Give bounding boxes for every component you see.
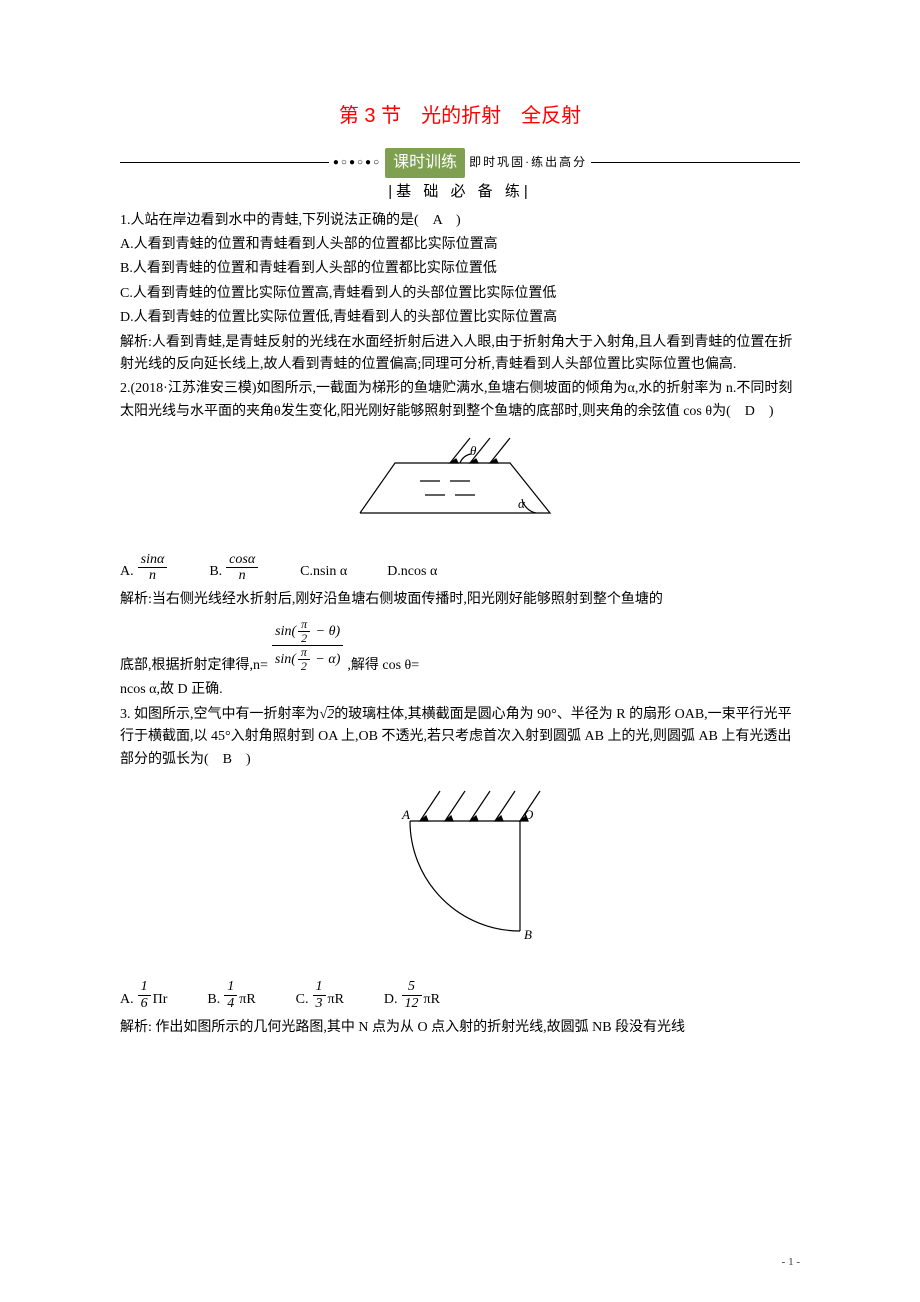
text: 3. 如图所示,空气中有一折射率为	[120, 707, 320, 722]
svg-text:θ: θ	[470, 443, 477, 458]
q2-answer-1: 解析:当右侧光线经水折射后,刚好沿鱼塘右侧坡面传播时,阳光刚好能够照射到整个鱼塘…	[120, 589, 800, 611]
q1-opt-a: A.人看到青蛙的位置和青蛙看到人头部的位置都比实际位置高	[120, 234, 800, 256]
section-heading: |基 础 必 备 练|	[120, 180, 800, 204]
suffix: Πr	[153, 989, 168, 1011]
page-title: 第 3 节 光的折射 全反射	[120, 100, 800, 132]
denominator: n	[226, 568, 258, 583]
label-a: A	[401, 807, 410, 822]
text: ,解得 cos θ=	[347, 655, 419, 677]
fraction: cosα n	[226, 552, 258, 584]
q2-opt-c: C.nsin α	[300, 561, 347, 583]
opt-label: A.	[120, 989, 134, 1011]
opt-label: B.	[207, 989, 220, 1011]
numerator: 5	[402, 979, 422, 995]
q3-opt-a: A. 1 6 Πr	[120, 979, 167, 1011]
q1-stem: 1.人站在岸边看到水中的青蛙,下列说法正确的是( A )	[120, 210, 800, 232]
suffix: πR	[328, 989, 344, 1011]
banner-line-right	[591, 162, 800, 163]
q1-opt-d: D.人看到青蛙的位置比实际位置低,青蛙看到人的头部位置比实际位置高	[120, 307, 800, 329]
label-b: B	[524, 927, 532, 942]
banner: ●○●○●○ 课时训练 即时巩固·练出高分	[120, 148, 800, 178]
q3-stem: 3. 如图所示,空气中有一折射率为√2的玻璃柱体,其横截面是圆心角为 90°、半…	[120, 704, 800, 771]
denominator: 6	[138, 996, 151, 1011]
denominator: 4	[224, 996, 237, 1011]
fraction: 1 6	[138, 979, 151, 1011]
banner-line-left	[120, 162, 329, 163]
opt-label: A.	[120, 561, 134, 583]
numerator: 1	[224, 979, 237, 995]
denominator: 12	[402, 996, 422, 1011]
fraction: sin(π2 − θ) sin(π2 − α)	[272, 618, 343, 674]
denominator: 3	[313, 996, 326, 1011]
q3-opt-c: C. 1 3 πR	[296, 979, 344, 1011]
denominator: n	[138, 568, 168, 583]
q2-options: A. sinα n B. cosα n C.nsin α D.ncos α	[120, 552, 800, 584]
opt-label: B.	[209, 561, 222, 583]
q3-answer: 解析: 作出如图所示的几何光路图,其中 N 点为从 O 点入射的折射光线,故圆弧…	[120, 1017, 800, 1039]
label-o: O	[524, 807, 534, 822]
suffix: πR	[239, 989, 255, 1011]
q3-opt-b: B. 1 4 πR	[207, 979, 255, 1011]
banner-box: 课时训练	[385, 148, 465, 178]
q2-opt-d: D.ncos α	[387, 561, 437, 583]
fraction: sinα n	[138, 552, 168, 584]
q2-opt-b: B. cosα n	[209, 552, 260, 584]
suffix: πR	[424, 989, 440, 1011]
q2-answer-3: ncos α,故 D 正确.	[120, 679, 800, 701]
page-number: - 1 -	[782, 1254, 800, 1272]
numerator: 1	[313, 979, 326, 995]
sqrt2: √2	[320, 707, 335, 722]
q2-opt-a: A. sinα n	[120, 552, 169, 584]
q2-stem: 2.(2018·江苏淮安三模)如图所示,一截面为梯形的鱼塘贮满水,鱼塘右侧坡面的…	[120, 378, 800, 423]
opt-label: C.	[296, 989, 309, 1011]
numerator: cosα	[226, 552, 258, 568]
q1-answer: 解析:人看到青蛙,是青蛙反射的光线在水面经折射后进入人眼,由于折射角大于入射角,…	[120, 332, 800, 377]
numerator: sin(π2 − θ)	[272, 618, 343, 646]
banner-subtitle: 即时巩固·练出高分	[465, 153, 591, 172]
numerator: 1	[138, 979, 151, 995]
q2-figure: θ α	[120, 433, 800, 541]
q2-answer-2: 底部,根据折射定律得,n= sin(π2 − θ) sin(π2 − α) ,解…	[120, 614, 800, 678]
q3-options: A. 1 6 Πr B. 1 4 πR C. 1 3 πR D.	[120, 979, 800, 1011]
opt-label: D.	[384, 989, 398, 1011]
q1-opt-b: B.人看到青蛙的位置和青蛙看到人头部的位置都比实际位置低	[120, 258, 800, 280]
q1-opt-c: C.人看到青蛙的位置比实际位置高,青蛙看到人的头部位置比实际位置低	[120, 283, 800, 305]
banner-dots: ●○●○●○	[329, 155, 385, 171]
q3-opt-d: D. 5 12 πR	[384, 979, 440, 1011]
fraction: 5 12	[402, 979, 422, 1011]
svg-text:α: α	[518, 496, 526, 511]
text: 底部,根据折射定律得,n=	[120, 655, 268, 677]
fraction: 1 4	[224, 979, 237, 1011]
q3-figure: A O B	[120, 781, 800, 969]
denominator: sin(π2 − α)	[272, 646, 343, 673]
numerator: sinα	[138, 552, 168, 568]
fraction: 1 3	[313, 979, 326, 1011]
